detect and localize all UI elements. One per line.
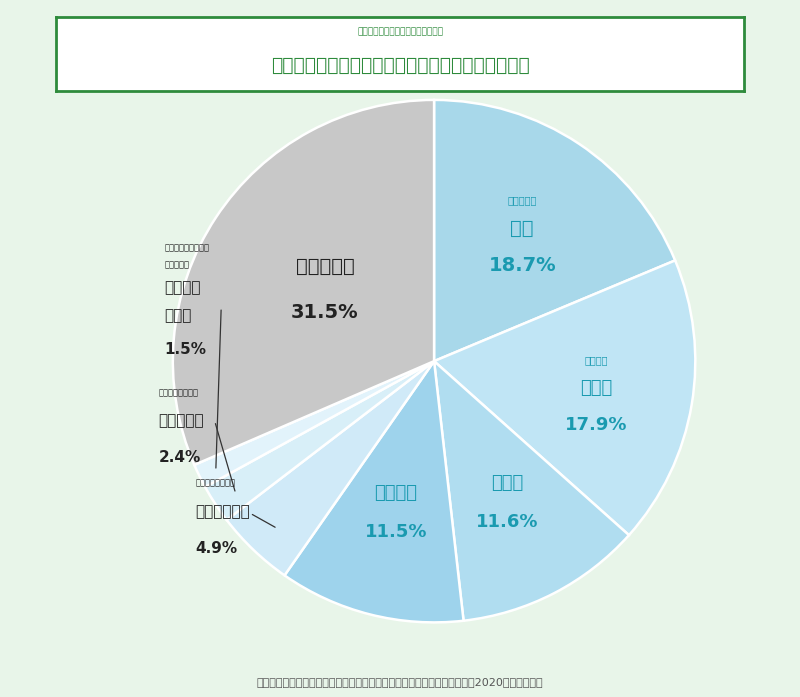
Text: 2.4%: 2.4% (158, 450, 201, 465)
Text: れいぞう: れいぞう (585, 355, 608, 365)
Text: かんそうき: かんそうき (164, 260, 190, 269)
Wedge shape (226, 361, 434, 575)
Text: 1.5%: 1.5% (164, 342, 206, 358)
Text: 11.6%: 11.6% (476, 513, 538, 531)
Text: 出典：都における最終エネルギー消費及び温室効果ガス排出量総合調査（2020年度速報値）: 出典：都における最終エネルギー消費及び温室効果ガス排出量総合調査（2020年度速… (257, 677, 543, 687)
Text: 冷蔵庫: 冷蔵庫 (580, 379, 613, 397)
Text: 乾燥機: 乾燥機 (164, 308, 192, 323)
Text: 食器洗浄: 食器洗浄 (164, 279, 201, 295)
Wedge shape (205, 361, 434, 520)
Wedge shape (434, 261, 695, 535)
Wedge shape (434, 100, 675, 361)
Text: 温水洗浄便座: 温水洗浄便座 (195, 504, 250, 519)
Text: 衣類乾燥機: 衣類乾燥機 (158, 413, 204, 428)
Text: しょっきせんじょう: しょっきせんじょう (164, 243, 210, 252)
Wedge shape (173, 100, 434, 465)
Text: せんじょうべんざ: せんじょうべんざ (195, 479, 235, 488)
Text: いるいかんそうき: いるいかんそうき (158, 388, 198, 397)
Text: 18.7%: 18.7% (489, 256, 556, 275)
Text: テレビ: テレビ (491, 473, 523, 491)
Text: その他家電: その他家電 (295, 257, 354, 276)
Wedge shape (194, 361, 434, 487)
Text: 4.9%: 4.9% (195, 541, 238, 556)
Wedge shape (285, 361, 463, 622)
Text: りょう　　　き　き　べつわりあい: りょう き き べつわりあい (357, 28, 443, 36)
Text: 31.5%: 31.5% (291, 302, 358, 321)
Text: 都における家庭部門の年間電気使用量の機器別割合: 都における家庭部門の年間電気使用量の機器別割合 (270, 56, 530, 75)
Text: しょうめい: しょうめい (507, 195, 537, 206)
Text: 11.5%: 11.5% (365, 523, 427, 542)
Text: 17.9%: 17.9% (566, 416, 628, 434)
Text: 照明: 照明 (510, 220, 534, 238)
Wedge shape (434, 361, 629, 621)
Text: エアコン: エアコン (374, 484, 418, 502)
